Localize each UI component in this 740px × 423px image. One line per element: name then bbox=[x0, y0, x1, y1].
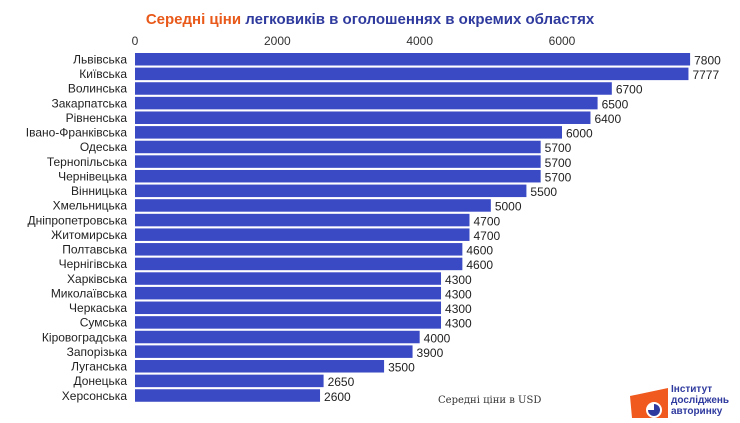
value-label: 7800 bbox=[694, 54, 721, 68]
bar bbox=[135, 199, 491, 212]
logo: Інститут досліджень авторинку bbox=[628, 384, 738, 420]
category-label: Донецька bbox=[73, 374, 127, 388]
value-label: 2650 bbox=[328, 375, 355, 389]
category-label: Чернігівська bbox=[59, 257, 128, 271]
bar bbox=[135, 272, 442, 285]
x-axis-label: Середні ціни в USD bbox=[438, 395, 542, 406]
value-label: 3500 bbox=[388, 361, 415, 375]
category-label: Тернопільська bbox=[47, 155, 127, 169]
value-label: 6000 bbox=[566, 127, 593, 141]
category-label: Житомирська bbox=[51, 228, 127, 242]
category-label: Полтавська bbox=[62, 243, 127, 257]
category-label: Луганська bbox=[71, 360, 127, 374]
category-label: Кіровоградська bbox=[42, 330, 127, 344]
bar bbox=[135, 184, 527, 198]
category-label: Львівська bbox=[73, 53, 127, 67]
value-label: 5700 bbox=[545, 156, 572, 170]
category-label: Волинська bbox=[68, 82, 128, 96]
bar bbox=[135, 257, 463, 271]
bar bbox=[135, 360, 385, 373]
x-tick-label: 0 bbox=[132, 34, 139, 48]
bar bbox=[135, 96, 598, 110]
x-tick-label: 4000 bbox=[406, 34, 433, 48]
category-label: Черкаська bbox=[69, 301, 127, 315]
bar bbox=[135, 330, 420, 344]
x-tick-label: 6000 bbox=[549, 34, 576, 48]
bar bbox=[135, 213, 470, 227]
bar bbox=[135, 243, 463, 256]
category-label: Чернівецька bbox=[58, 169, 127, 183]
category-label: Івано-Франківська bbox=[26, 126, 128, 140]
category-label: Одеська bbox=[80, 140, 128, 154]
value-label: 4300 bbox=[445, 317, 472, 331]
chart-title: Середні ціни легковиків в оголошеннях в … bbox=[0, 11, 740, 28]
logo-line: авторинку bbox=[671, 406, 723, 417]
value-label: 6700 bbox=[616, 83, 643, 97]
bar bbox=[135, 140, 541, 154]
value-label: 3900 bbox=[417, 346, 444, 360]
value-label: 6400 bbox=[594, 112, 621, 126]
bar bbox=[135, 316, 442, 329]
bar bbox=[135, 67, 689, 81]
category-label: Харківська bbox=[67, 272, 127, 286]
category-label: Миколаївська bbox=[51, 286, 128, 300]
bar bbox=[135, 82, 612, 95]
value-label: 4300 bbox=[445, 287, 472, 301]
bar bbox=[135, 53, 691, 66]
bar bbox=[135, 345, 413, 358]
category-label: Закарпатська bbox=[52, 96, 128, 110]
value-label: 4000 bbox=[424, 331, 451, 345]
category-label: Запорізька bbox=[67, 345, 128, 359]
category-label: Вінницька bbox=[71, 184, 127, 198]
value-label: 5700 bbox=[545, 170, 572, 184]
value-label: 4700 bbox=[473, 214, 500, 228]
bar bbox=[135, 389, 321, 402]
title-rest: легковиків в оголошеннях в окремих облас… bbox=[245, 11, 595, 28]
x-tick-label: 2000 bbox=[264, 34, 291, 48]
value-label: 4600 bbox=[466, 244, 493, 258]
bar bbox=[135, 374, 324, 388]
bar bbox=[135, 286, 442, 300]
value-label: 2600 bbox=[324, 390, 351, 404]
bar bbox=[135, 155, 541, 168]
logo-icon bbox=[630, 388, 668, 418]
value-label: 5700 bbox=[545, 141, 572, 155]
value-label: 4600 bbox=[466, 258, 493, 272]
category-label: Дніпропетровська bbox=[27, 213, 127, 227]
category-label: Хмельницька bbox=[53, 199, 128, 213]
title-highlight: Середні ціни bbox=[145, 11, 242, 28]
value-label: 5000 bbox=[495, 200, 522, 214]
bar bbox=[135, 111, 591, 124]
value-label: 7777 bbox=[692, 68, 719, 82]
category-label: Рівненська bbox=[66, 111, 128, 125]
category-label: Херсонська bbox=[62, 389, 128, 403]
bar bbox=[135, 169, 541, 183]
logo-line: Інститут bbox=[671, 384, 713, 395]
value-label: 4700 bbox=[473, 229, 500, 243]
value-label: 6500 bbox=[602, 97, 629, 111]
logo-line: досліджень bbox=[671, 395, 730, 406]
bar bbox=[135, 301, 442, 315]
bar bbox=[135, 126, 562, 139]
category-label: Сумська bbox=[80, 316, 128, 330]
value-label: 5500 bbox=[530, 185, 557, 199]
category-label: Київська bbox=[79, 67, 127, 81]
value-label: 4300 bbox=[445, 302, 472, 316]
bar bbox=[135, 228, 470, 241]
value-label: 4300 bbox=[445, 273, 472, 287]
